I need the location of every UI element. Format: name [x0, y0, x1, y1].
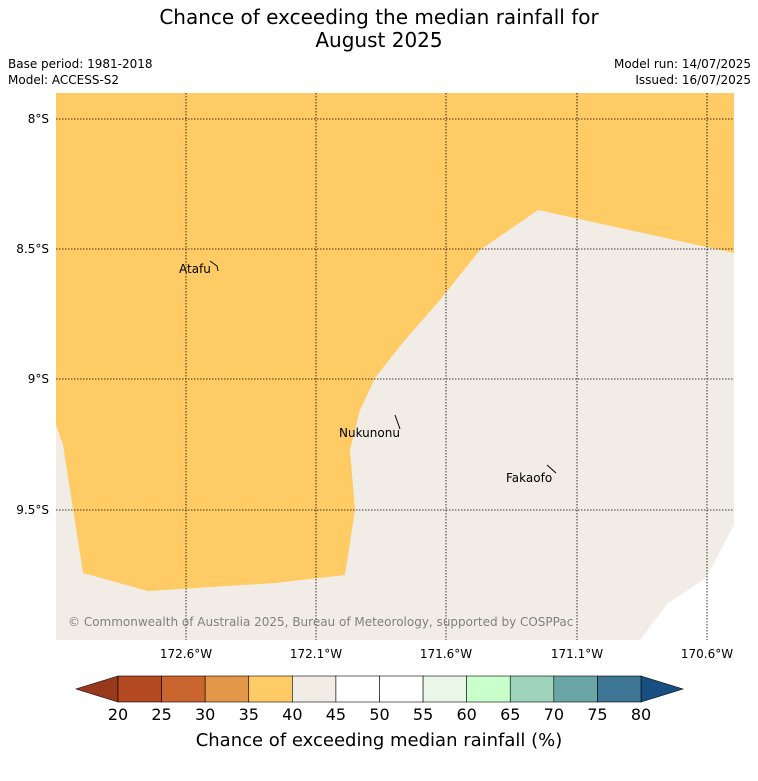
colorbar-segment: [379, 675, 424, 703]
base-period: Base period: 1981-2018: [8, 57, 153, 71]
colorbar-tick-label: 35: [239, 705, 259, 724]
title-line-1: Chance of exceeding the median rainfall …: [159, 5, 599, 29]
atafu-island-icon: [209, 260, 219, 272]
lon-label-170-6w: 170.6°W: [681, 647, 733, 661]
colorbar-segment: [161, 675, 206, 703]
colorbar-segment: [335, 675, 380, 703]
lon-label-172-1w: 172.1°W: [290, 647, 342, 661]
fakaofo-island-icon: [546, 464, 557, 474]
colorbar: 20 25 30 35 40 45 50 55 60 65 70 75 80: [74, 675, 685, 724]
lon-label-171-6w: 171.6°W: [420, 647, 472, 661]
colorbar-tick-label: 45: [326, 705, 346, 724]
colorbar-tick-label: 30: [195, 705, 215, 724]
colorbar-segment: [422, 675, 467, 703]
model-run: Model run: 14/07/2025: [613, 57, 751, 71]
colorbar-tick-label: 65: [500, 705, 520, 724]
zone-35-40: [56, 93, 734, 591]
colorbar-tick-label: 50: [369, 705, 389, 724]
issued-date: Issued: 16/07/2025: [635, 73, 751, 87]
copyright-notice: © Commonwealth of Australia 2025, Bureau…: [68, 615, 573, 629]
colorbar-under-arrow: [74, 675, 119, 703]
colorbar-tick-label: 20: [108, 705, 128, 724]
colorbar-segment: [597, 675, 642, 703]
colorbar-tick-label: 70: [544, 705, 564, 724]
colorbar-segment: [292, 675, 337, 703]
colorbar-segment: [553, 675, 598, 703]
lat-label-9-5s: 9.5°S: [16, 503, 49, 517]
lon-label-172-6w: 172.6°W: [160, 647, 212, 661]
lat-label-9s: 9°S: [28, 372, 49, 386]
colorbar-segment: [117, 675, 162, 703]
colorbar-over-arrow: [640, 675, 685, 703]
colorbar-segment: [204, 675, 250, 703]
lon-label-171-1w: 171.1°W: [551, 647, 603, 661]
place-label-nukunonu: Nukunonu: [339, 426, 400, 440]
colorbar-tick-label: 55: [413, 705, 433, 724]
place-label-atafu: Atafu: [179, 262, 211, 276]
title-line-2: August 2025: [315, 28, 443, 52]
place-label-fakaofo: Fakaofo: [506, 471, 552, 485]
colorbar-tick-label: 80: [631, 705, 651, 724]
colorbar-tick-label: 75: [587, 705, 607, 724]
colorbar-tick-label: 40: [282, 705, 302, 724]
colorbar-tick-label: 60: [456, 705, 476, 724]
colorbar-segment: [509, 675, 555, 703]
model-name: Model: ACCESS-S2: [8, 73, 120, 87]
colorbar-segment: [248, 675, 293, 703]
nukunonu-island-icon: [394, 414, 401, 430]
colorbar-label: Chance of exceeding median rainfall (%): [195, 730, 563, 751]
lat-label-8-5s: 8.5°S: [16, 242, 49, 256]
colorbar-segment: [466, 675, 511, 703]
graticule: [56, 93, 734, 640]
colorbar-tick-label: 25: [151, 705, 171, 724]
lat-label-8s: 8°S: [28, 112, 49, 126]
